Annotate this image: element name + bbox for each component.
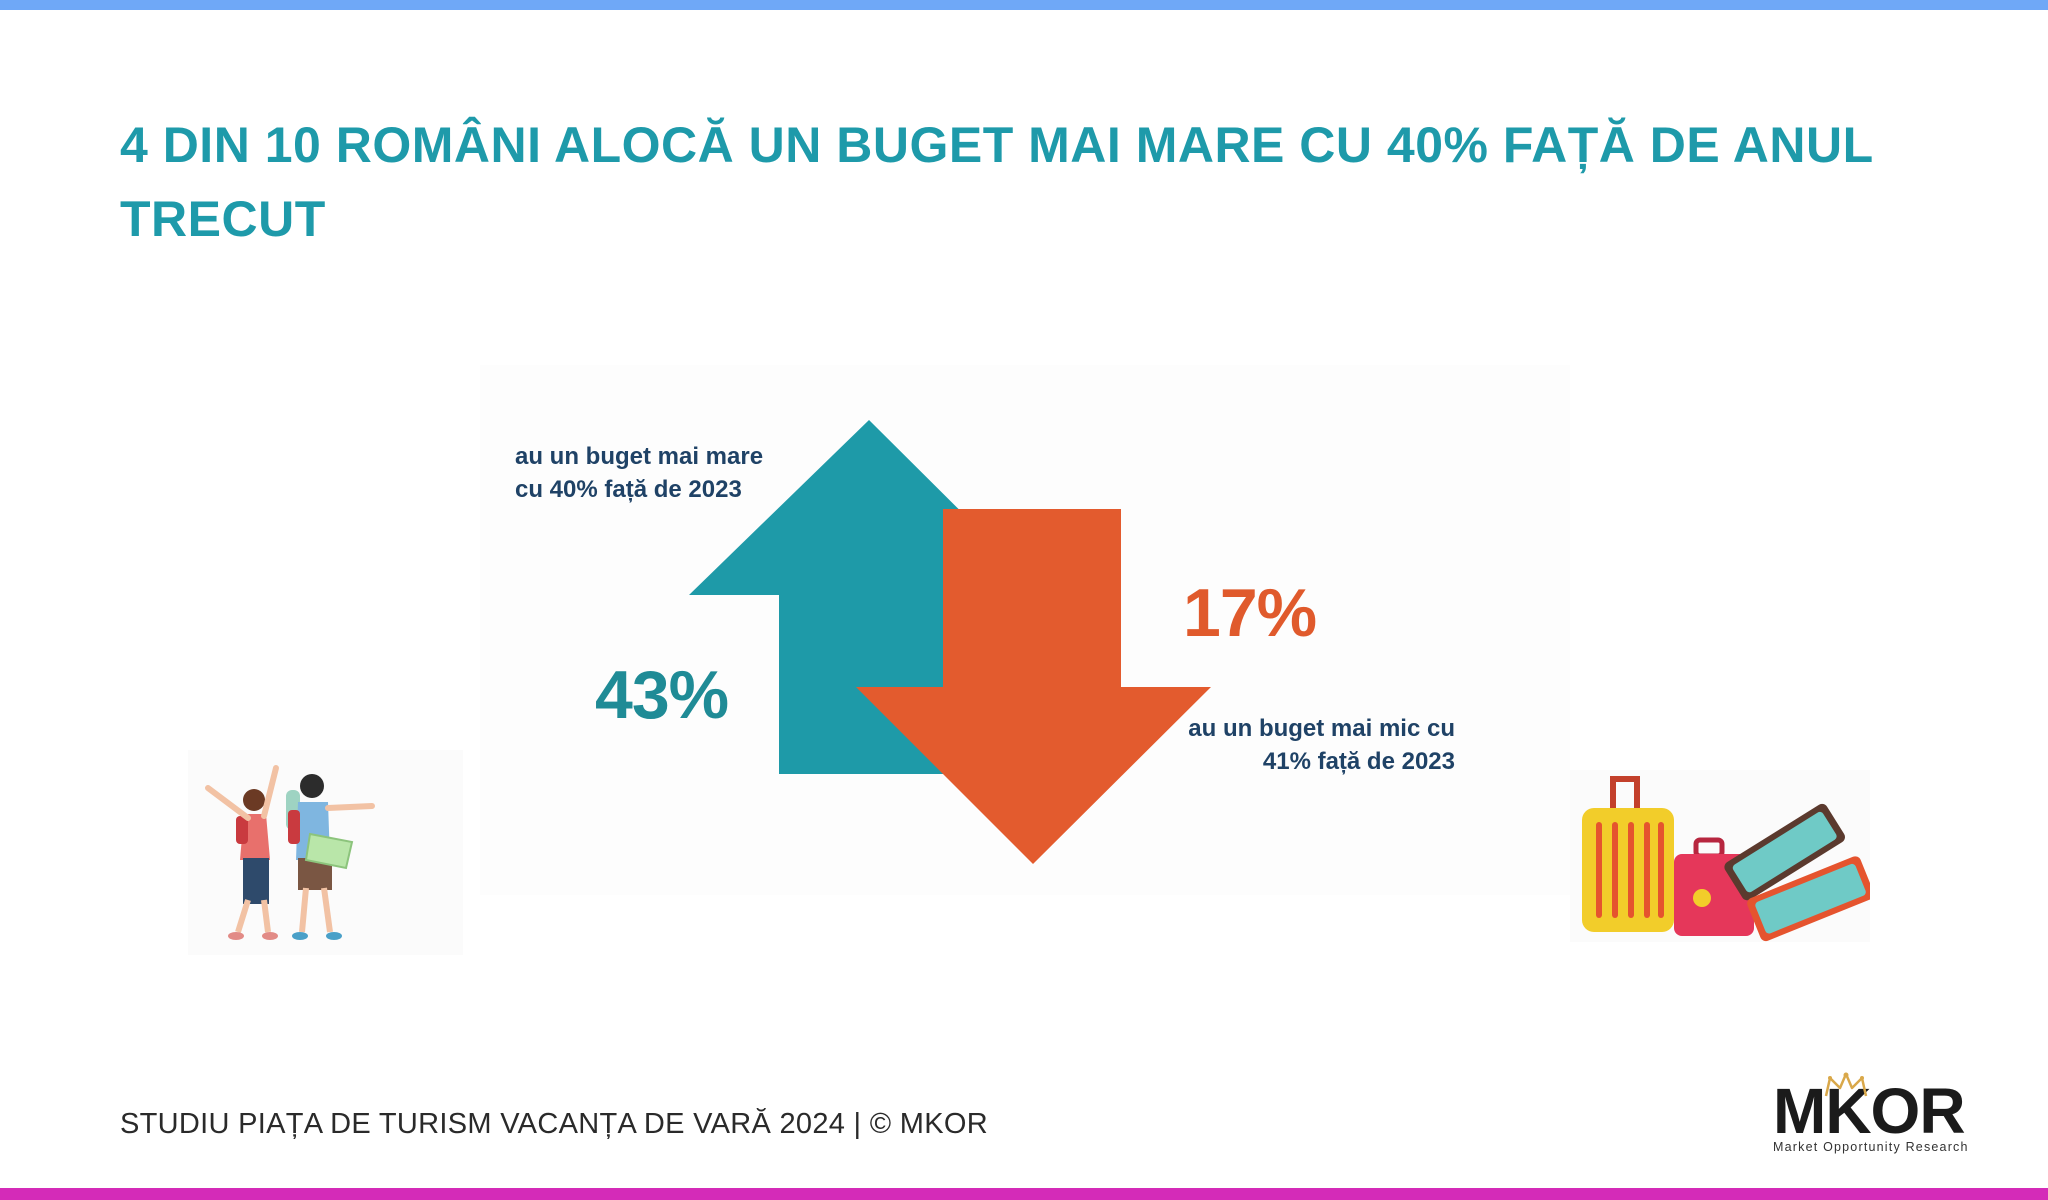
page-title: 4 DIN 10 ROMÂNI ALOCĂ UN BUGET MAI MARE … xyxy=(120,117,1873,247)
down-arrow xyxy=(856,509,1211,864)
decrease-description: au un buget mai mic cu 41% față de 2023 xyxy=(1188,715,1455,775)
crown-icon xyxy=(1824,1072,1868,1097)
decrease-percent: 17% xyxy=(1183,575,1317,651)
top-accent-bar xyxy=(0,0,2048,10)
logo-tagline: Market Opportunity Research xyxy=(1773,1140,1969,1154)
source-footer: STUDIU PIAȚA DE TURISM VACANȚA DE VARĂ 2… xyxy=(120,1108,988,1140)
travelers-illustration xyxy=(188,750,463,955)
up-arrow xyxy=(689,420,1045,774)
budget-arrows-graphic xyxy=(480,365,1570,895)
bottom-accent-bar xyxy=(0,1188,2048,1200)
logo-wordmark: MKOR xyxy=(1773,1075,1966,1147)
increase-percent: 43% xyxy=(595,657,729,733)
increase-description: au un buget mai mare cu 40% față de 2023 xyxy=(515,443,764,503)
mkor-logo: MKOR Market Opportunity Research xyxy=(1765,1068,1995,1156)
luggage-illustration xyxy=(1570,770,1874,942)
